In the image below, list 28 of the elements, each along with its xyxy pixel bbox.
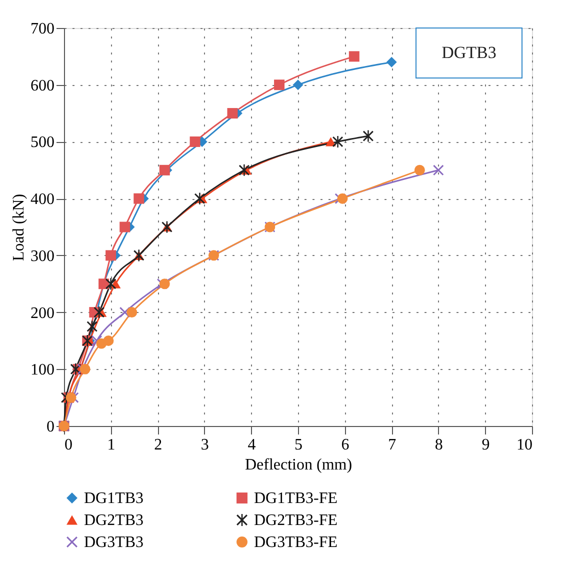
y-axis-title: Load (kN) [10,194,28,262]
x-tick-label: 4 [248,436,256,454]
y-tick-label: 400 [30,191,54,208]
y-tick-label: 0 [46,418,54,436]
annotation: DGTB3 [442,43,496,62]
x-tick-label: 10 [516,436,532,454]
legend-label: DG1TB3 [84,490,144,507]
x-tick-label: 6 [341,436,350,454]
x-tick-label: 0 [64,436,72,454]
x-tick-label: 5 [294,436,302,454]
y-tick-label: 200 [30,304,54,322]
legend-label: DG3TB3 [84,534,144,551]
y-tick-label: 100 [30,362,54,379]
x-tick-label: 7 [388,436,396,454]
legend-label: DG2TB3 [84,512,144,529]
x-tick-label: 3 [200,436,209,454]
x-tick-label: 9 [482,436,490,454]
y-tick-label: 600 [30,77,54,94]
y-tick-label: 700 [30,20,54,38]
legend-label: DG2TB3-FE [254,512,338,529]
legend-label: DG3TB3-FE [254,534,338,551]
x-tick-label: 2 [154,436,162,454]
legend-label: DG1TB3-FE [254,490,338,507]
x-axis-title: Deflection (mm) [244,456,352,474]
x-tick-label: 8 [434,436,443,454]
y-tick-label: 500 [30,134,54,152]
x-tick-label: 1 [107,436,116,454]
y-tick-label: 300 [30,248,54,265]
